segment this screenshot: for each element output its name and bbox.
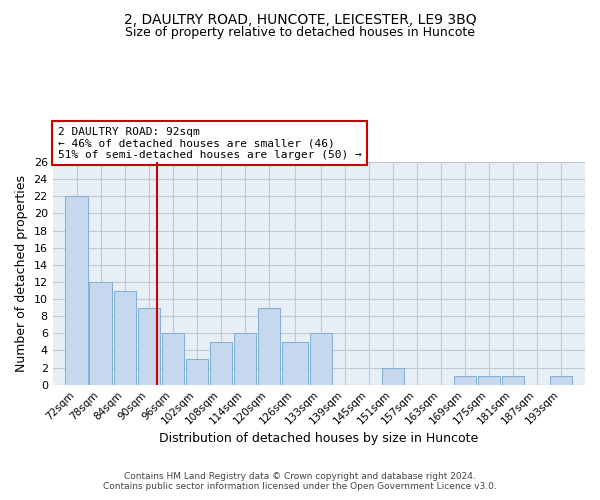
Bar — [281, 342, 308, 384]
Bar — [310, 334, 332, 384]
Bar — [257, 308, 280, 384]
Bar — [113, 290, 136, 384]
Bar — [233, 334, 256, 384]
Bar — [65, 196, 88, 384]
Text: Contains public sector information licensed under the Open Government Licence v3: Contains public sector information licen… — [103, 482, 497, 491]
Bar — [185, 359, 208, 384]
Text: 2 DAULTRY ROAD: 92sqm
← 46% of detached houses are smaller (46)
51% of semi-deta: 2 DAULTRY ROAD: 92sqm ← 46% of detached … — [58, 126, 362, 160]
X-axis label: Distribution of detached houses by size in Huncote: Distribution of detached houses by size … — [159, 432, 478, 445]
Bar — [550, 376, 572, 384]
Bar — [454, 376, 476, 384]
Bar — [89, 282, 112, 384]
Bar — [137, 308, 160, 384]
Text: Size of property relative to detached houses in Huncote: Size of property relative to detached ho… — [125, 26, 475, 39]
Bar — [209, 342, 232, 384]
Bar — [502, 376, 524, 384]
Y-axis label: Number of detached properties: Number of detached properties — [15, 175, 28, 372]
Text: 2, DAULTRY ROAD, HUNCOTE, LEICESTER, LE9 3BQ: 2, DAULTRY ROAD, HUNCOTE, LEICESTER, LE9… — [124, 12, 476, 26]
Bar — [161, 334, 184, 384]
Bar — [478, 376, 500, 384]
Text: Contains HM Land Registry data © Crown copyright and database right 2024.: Contains HM Land Registry data © Crown c… — [124, 472, 476, 481]
Bar — [382, 368, 404, 384]
